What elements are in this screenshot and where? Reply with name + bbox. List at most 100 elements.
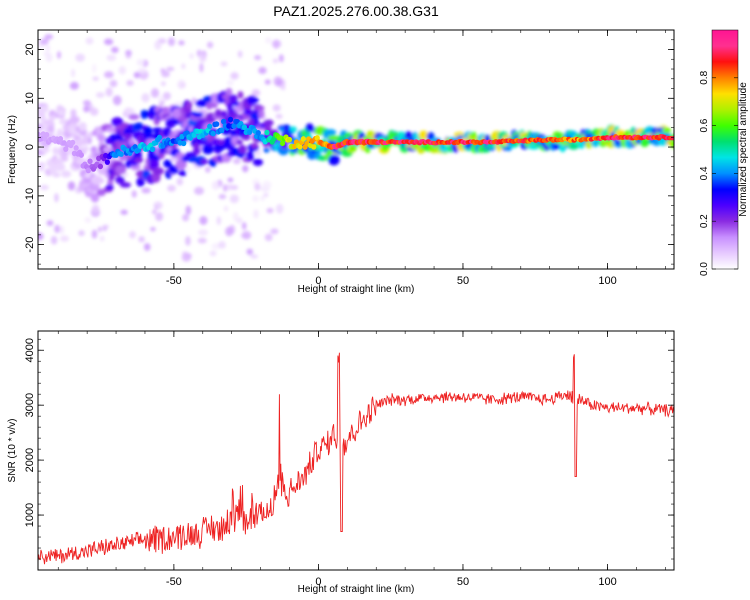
spectrogram-cell [144, 133, 154, 140]
spectrogram-cell [83, 105, 90, 113]
colorbar-tick-label: 0.6 [699, 118, 710, 132]
spectrogram-cell [241, 221, 247, 230]
spectrogram-cell [63, 146, 69, 152]
spectrogram-cell [272, 58, 279, 64]
x-tick-label: -50 [166, 576, 182, 588]
spectrogram-cell [254, 55, 262, 61]
spectrogram-cell [311, 144, 317, 150]
y-tick-label: -10 [24, 188, 36, 204]
spectrogram-cell [230, 72, 239, 80]
spectrogram-cell [209, 250, 217, 257]
spectrogram-cell [552, 143, 562, 150]
spectrogram-cell [238, 144, 247, 154]
spectrogram-cell [199, 63, 204, 73]
spectrogram-cell [265, 37, 272, 44]
colorbar-tick-label: 0.0 [699, 262, 710, 276]
spectrogram-cell [152, 167, 164, 175]
spectrogram-cell [47, 124, 55, 133]
spectrogram-cell [206, 101, 213, 110]
spectrogram-cell [662, 127, 672, 134]
spectrogram-cell [53, 163, 66, 172]
spectrogram-cell [327, 135, 340, 141]
spectrogram-cell [226, 79, 234, 86]
spectrogram-cell [221, 110, 228, 120]
spectrogram-cell [118, 66, 127, 75]
spectrogram-cell [227, 177, 234, 183]
spectrogram-cell [218, 241, 226, 249]
spectrogram-cell [178, 169, 187, 177]
spectrogram-cell [154, 40, 162, 50]
spectrogram-cell [70, 139, 76, 146]
spectrogram-cell [176, 177, 184, 186]
spectrogram-cell [194, 186, 204, 195]
spectrogram-cell [131, 190, 137, 198]
spectrogram-cell [46, 220, 54, 227]
spectrogram-cell [251, 89, 261, 97]
spectrogram-cell [54, 193, 59, 203]
spectrogram-cell [93, 177, 105, 184]
spectrogram-cell [38, 232, 44, 241]
y-tick-label: 2000 [24, 448, 36, 472]
spectrogram-cell [96, 188, 106, 197]
spectrogram-cell [253, 209, 259, 219]
spectrogram-cell [137, 68, 147, 74]
spectrogram-cell [143, 243, 151, 251]
y-tick-label: 20 [24, 43, 36, 55]
colorbar-label: Normalized spectral amplitude [738, 82, 749, 217]
spectrogram-cell [128, 113, 140, 120]
spectrogram-cell [56, 128, 64, 139]
spectrogram-cell [214, 121, 220, 127]
spectrogram-cell [325, 129, 337, 136]
spectrogram-cell [266, 207, 274, 214]
spectrogram-cell [270, 228, 279, 235]
spectrogram-cell [228, 94, 238, 104]
spectrogram-cell [87, 136, 92, 145]
spectrogram-cell [175, 159, 187, 170]
spectrogram-cell [39, 184, 49, 191]
spectrogram-cell [218, 194, 227, 200]
spectrogram-cell [173, 101, 184, 107]
spectrogram-cell [45, 45, 51, 52]
spectrogram-cell [236, 139, 243, 145]
spectrogram-cell [227, 116, 234, 123]
y-tick-label: 3000 [24, 393, 36, 417]
snr-frame [37, 330, 675, 571]
spectrogram-cell [182, 214, 190, 222]
spectrogram-cell [120, 209, 128, 215]
spectrogram-cell [254, 183, 261, 191]
spectrogram-cell [150, 88, 160, 98]
spectrogram-cell [119, 182, 131, 188]
spectrogram-cell [85, 167, 91, 174]
spectrogram-cell [231, 123, 237, 129]
spectrogram-cell [426, 132, 435, 141]
spectrogram-cell [263, 147, 270, 153]
spectrogram-cell [149, 146, 156, 153]
x-tick-label: 100 [598, 275, 616, 287]
spectrogram-cell [104, 159, 110, 165]
spectrogram-cell [111, 46, 119, 54]
spectrogram-cell [279, 140, 286, 147]
spectrogram-cell [133, 157, 144, 164]
spectrogram-cell [233, 212, 239, 222]
spectrogram-cell [226, 184, 234, 191]
spectrogram-cell [160, 81, 166, 87]
spectrogram-cell [186, 167, 191, 173]
spectrogram-cell [670, 135, 674, 141]
x-tick-label: 50 [457, 576, 469, 588]
snr-panel: -50 0 50 100 1000 2000 3000 4000 Height of stra… [7, 330, 675, 595]
spectrogram-cell [670, 139, 674, 149]
spectrogram-cell [305, 123, 314, 132]
spectrogram-cell [186, 101, 193, 109]
spectrogram-cell [103, 38, 114, 46]
colorbar-gradient [712, 30, 738, 269]
spectrogram-cell [95, 126, 103, 136]
spectrogram-image [38, 34, 674, 262]
spectrogram-cell [216, 216, 222, 226]
spectrogram-cell [60, 235, 70, 242]
spectrogram-cell [97, 226, 102, 233]
spectrogram-cell [197, 237, 207, 244]
spectrogram-cell [54, 224, 61, 234]
spectrogram-cell [38, 131, 41, 138]
